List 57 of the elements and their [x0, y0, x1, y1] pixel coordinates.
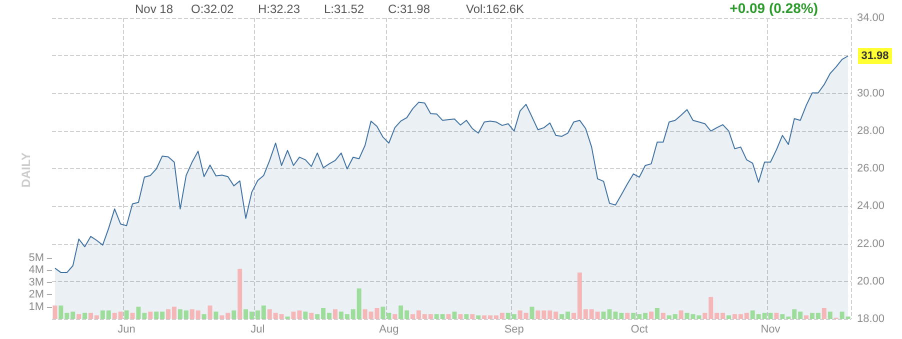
text: C:31.98 — [388, 2, 430, 16]
bar — [660, 312, 666, 319]
bar — [303, 312, 308, 319]
y-tick-label: 30.00 — [857, 87, 885, 100]
text: +0.09 (0.28%) — [730, 0, 818, 16]
bar — [202, 314, 206, 319]
bar — [214, 312, 218, 319]
y-tick-label: 18.00 — [857, 313, 885, 325]
bar — [649, 312, 654, 319]
bar — [822, 308, 826, 319]
bar — [726, 315, 731, 319]
y2-tick-label: 2M — [28, 288, 44, 301]
y-tick-label: 34.00 — [857, 12, 885, 24]
y2-tick-label: 1M — [28, 300, 44, 313]
bar — [148, 312, 153, 319]
bar — [654, 308, 660, 319]
y-tick-label: 24.00 — [857, 200, 885, 212]
y-tick-label: 20.00 — [857, 275, 885, 288]
bar — [774, 312, 779, 319]
bar — [392, 314, 398, 319]
x-tick-label: Sep — [504, 324, 524, 336]
bar — [446, 314, 451, 319]
bar — [804, 315, 809, 319]
bar — [208, 306, 212, 319]
bar — [464, 314, 469, 319]
x-tick-label: Oct — [630, 324, 648, 336]
y2-tick-label: 4M — [28, 264, 44, 276]
bar — [332, 309, 338, 319]
bar — [232, 310, 236, 319]
bar — [476, 315, 481, 319]
y-tick-label: 26.00 — [857, 162, 885, 174]
bar — [238, 268, 242, 319]
y-tick-label: 28.00 — [857, 124, 885, 137]
text: H:32.23 — [258, 2, 300, 16]
text: 31.98 — [861, 50, 889, 62]
bar — [625, 312, 630, 319]
bar — [678, 310, 684, 319]
text: L:31.52 — [324, 2, 364, 16]
bar — [828, 312, 832, 319]
x-tick-label: Aug — [379, 324, 399, 336]
x-tick-label: Nov — [760, 324, 781, 336]
text: Vol:162.6K — [466, 2, 524, 16]
y2-tick-label: 5M — [28, 252, 44, 264]
x-tick-label: Jun — [118, 324, 136, 336]
y2-tick-label: 3M — [28, 276, 44, 288]
bar — [76, 314, 82, 319]
bar — [124, 310, 129, 319]
bar — [309, 312, 314, 319]
text: O:32.02 — [191, 2, 234, 16]
bar — [82, 312, 88, 319]
bar — [452, 312, 457, 319]
text: Nov 18 — [135, 2, 174, 16]
bar — [470, 314, 475, 319]
y-tick-label: 22.00 — [857, 238, 885, 250]
x-tick-label: Jul — [250, 324, 265, 336]
bar — [458, 314, 463, 319]
bar — [52, 306, 58, 319]
